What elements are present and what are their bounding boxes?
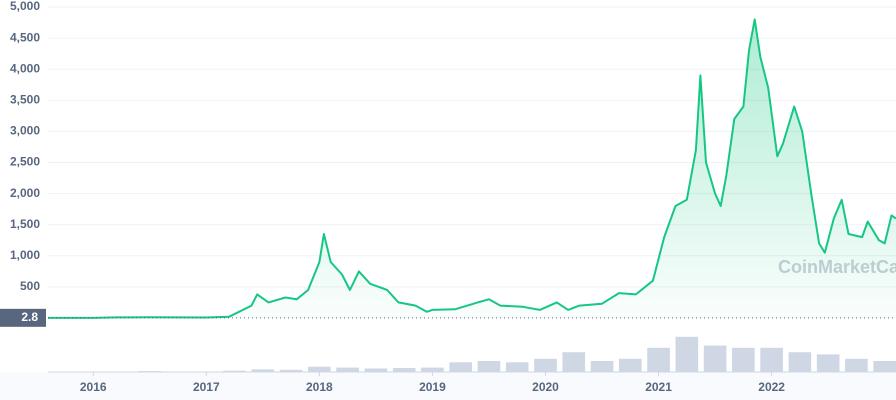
volume-bar <box>223 370 246 372</box>
volume-bar <box>477 361 501 372</box>
x-tick-label: 2016 <box>80 380 107 394</box>
y-tick-label: 3,500 <box>10 92 40 106</box>
volume-bar <box>590 361 614 372</box>
volume-bar <box>703 345 727 372</box>
volume-bar <box>873 361 896 372</box>
volume-bar <box>449 362 472 372</box>
volume-bar <box>647 347 670 372</box>
x-tick-label: 2018 <box>306 380 333 394</box>
x-tick-label: 2021 <box>645 380 672 394</box>
volume-bar <box>279 369 303 372</box>
volume-bar <box>421 367 444 372</box>
y-tick-label: 1,500 <box>10 217 40 231</box>
volume-bar <box>364 368 388 372</box>
y-tick-label: 5,000 <box>10 0 40 13</box>
y-tick-label: 2,500 <box>10 155 40 169</box>
x-tick-label: 2017 <box>193 380 220 394</box>
volume-bar <box>788 352 812 372</box>
volume-bar <box>618 358 642 372</box>
y-tick-label: 3,000 <box>10 124 40 138</box>
price-line <box>48 18 896 319</box>
volume-bar <box>845 358 868 372</box>
volume-bar <box>336 367 359 372</box>
volume-bar <box>251 369 275 372</box>
y-tick-label: 500 <box>20 279 40 293</box>
volume-bar <box>562 352 586 372</box>
area <box>48 19 896 319</box>
y-tick-label: 1,000 <box>10 248 40 262</box>
x-tick-label: 2020 <box>532 380 559 394</box>
baseline-box <box>0 308 46 327</box>
x-tick-label: 2019 <box>419 380 446 394</box>
y-tick-label: 2,000 <box>10 186 40 200</box>
volume-bar <box>760 347 783 372</box>
volume-bar <box>675 336 699 372</box>
volume-bar <box>505 362 529 372</box>
volume-bar <box>534 358 557 372</box>
y-tick-label: 4,500 <box>10 30 40 44</box>
volume-bar <box>732 347 755 372</box>
baseline-label: 2.8 <box>21 310 38 324</box>
volume-bar <box>392 368 416 372</box>
volume-bar <box>308 366 331 372</box>
x-tick-label: 2022 <box>758 380 785 394</box>
y-tick-label: 4,000 <box>10 61 40 75</box>
x-axis-band <box>0 372 896 400</box>
volume-bar <box>816 354 840 372</box>
